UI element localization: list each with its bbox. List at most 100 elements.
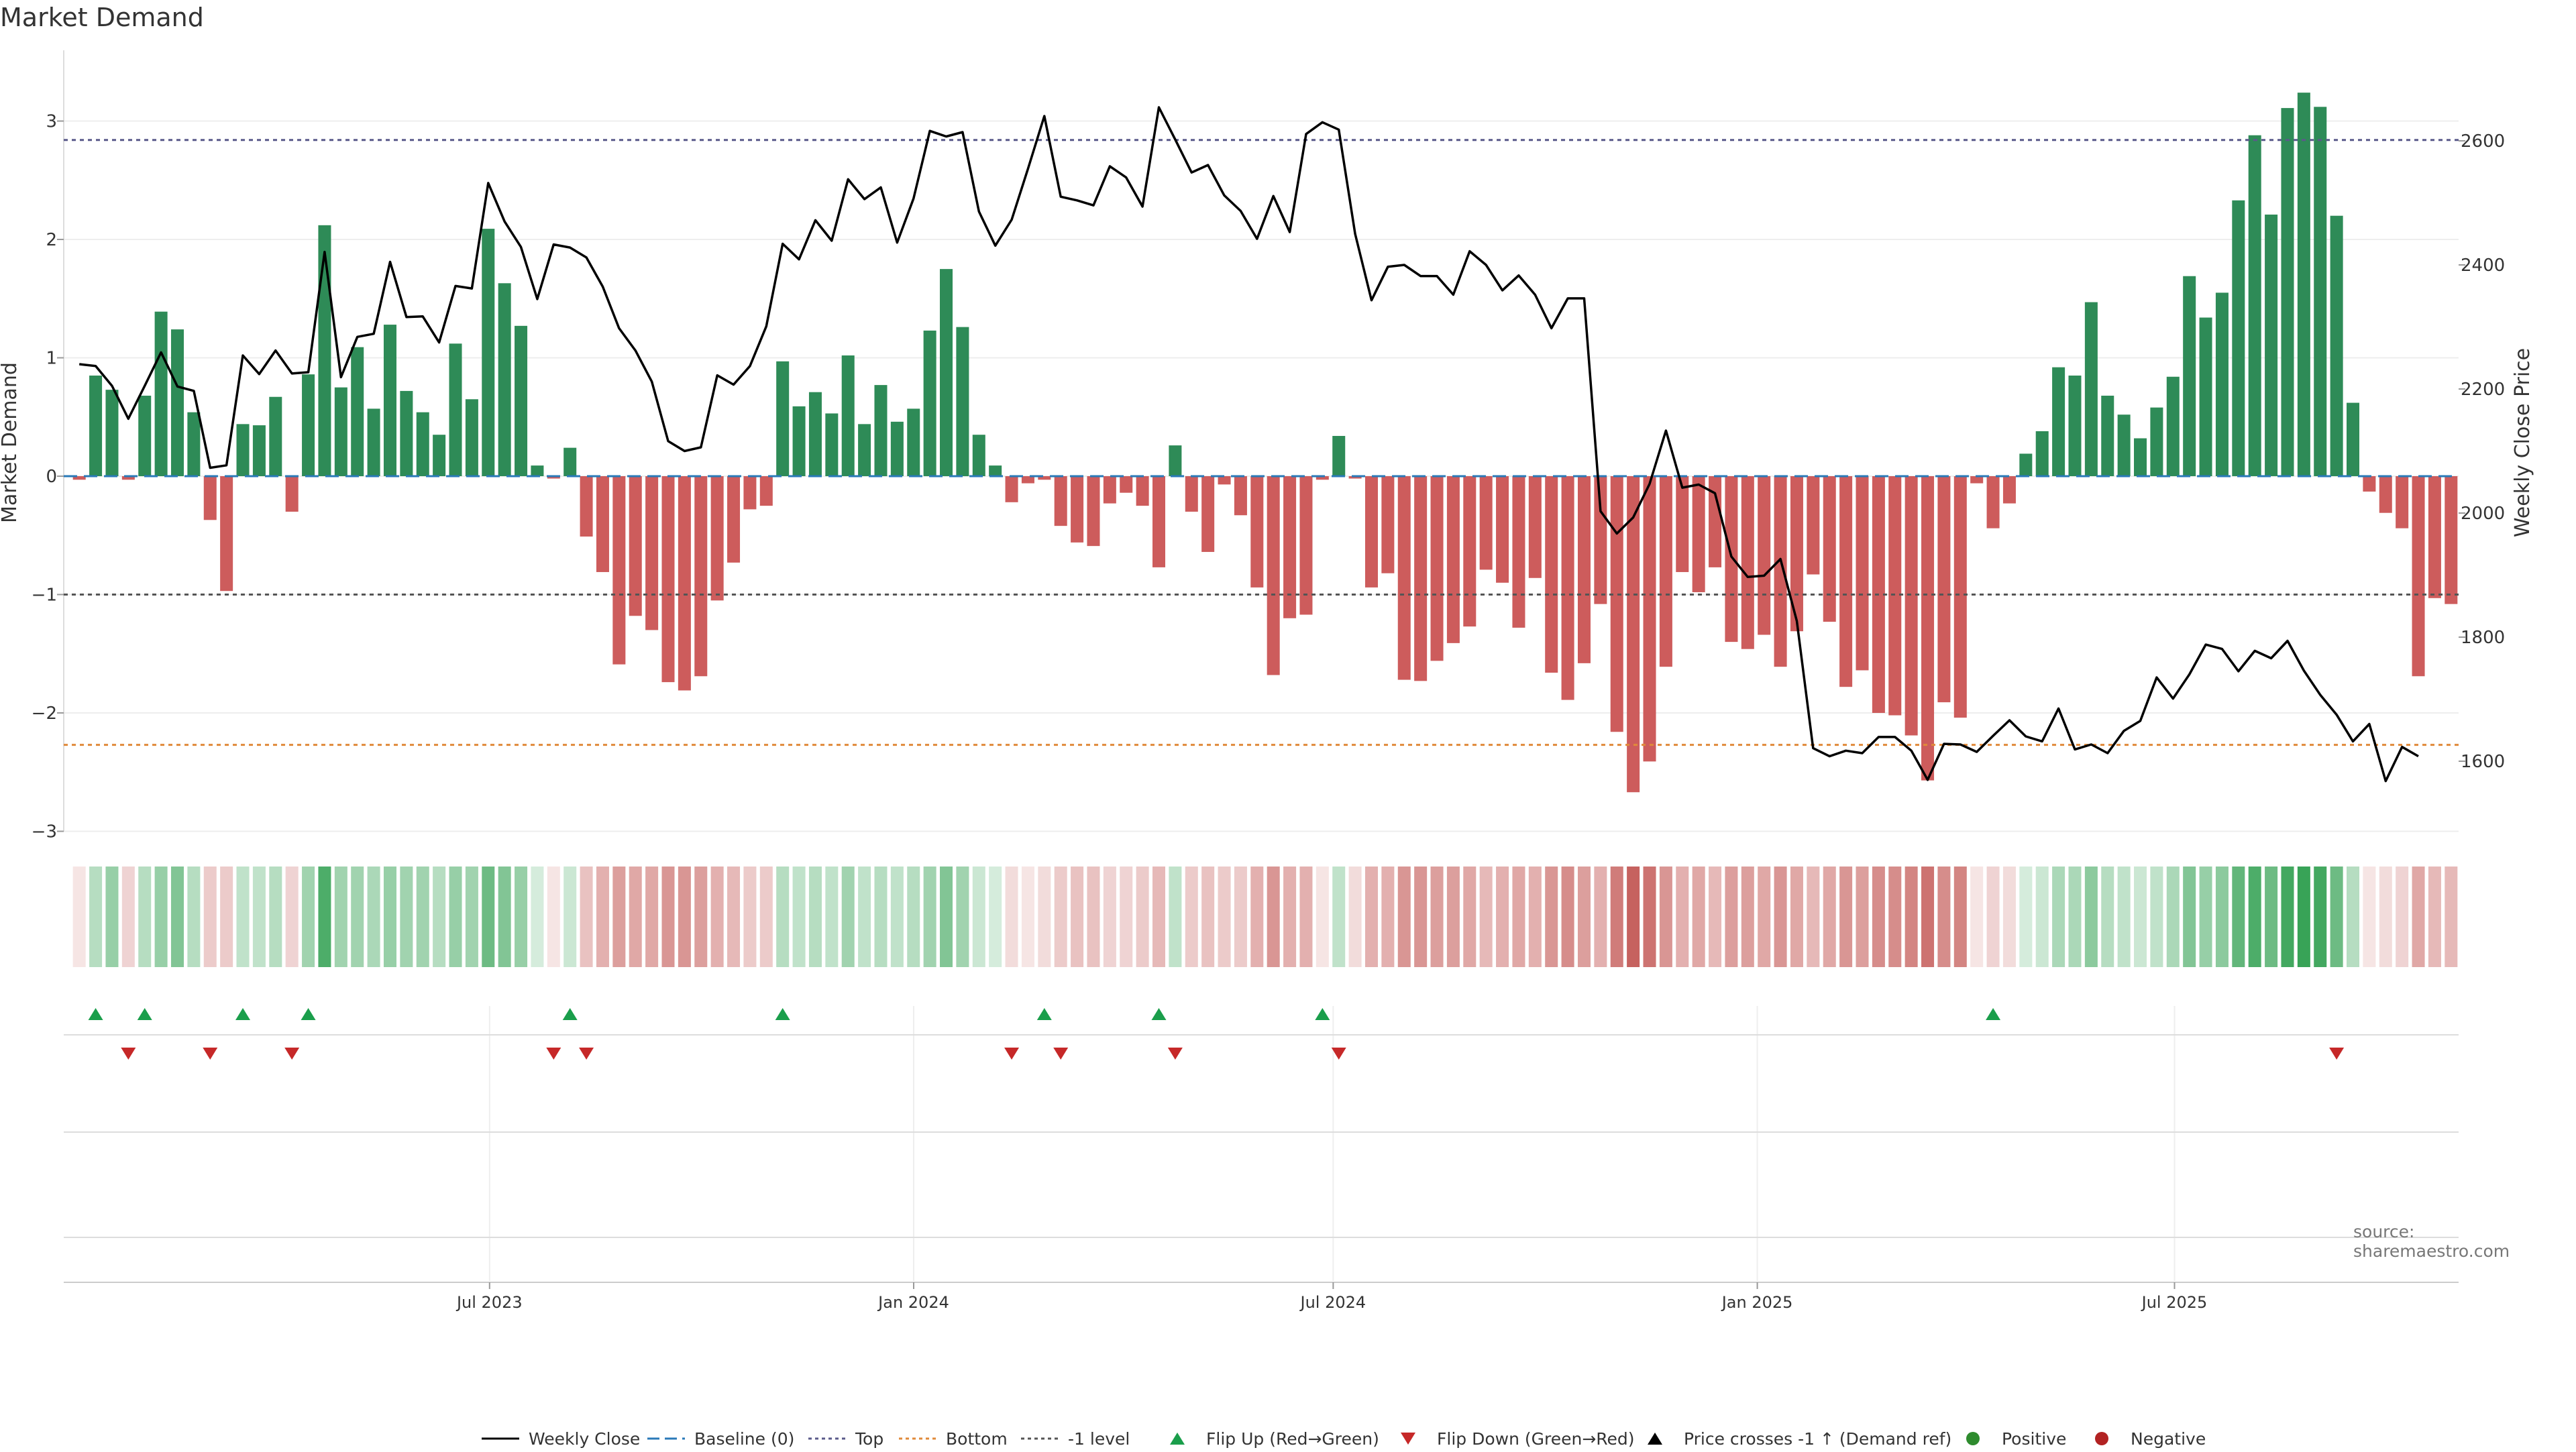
heat-cell [400,867,413,967]
legend-swatch [1170,1433,1185,1445]
demand-bar [1594,476,1607,604]
heat-cell [1856,867,1869,967]
heat-cell [1774,867,1787,967]
flip-up-marker [1036,1008,1052,1020]
heat-cell [1986,867,2000,967]
demand-bar [2232,200,2245,476]
demand-bar [564,447,577,476]
demand-bar [2248,135,2261,476]
heat-cell [1790,867,1803,967]
left-tick-label: 1 [46,349,57,369]
heat-cell [1103,867,1116,967]
demand-bar [1005,476,1018,502]
demand-bar [138,395,152,476]
heat-cell [1561,867,1574,967]
heat-cell [351,867,364,967]
heat-cell [515,867,528,967]
legend-label: Weekly Close [529,1429,640,1449]
heat-cell [449,867,462,967]
demand-bar [2265,214,2278,476]
demand-bar [1496,476,1509,583]
demand-bar [1364,476,1379,588]
demand-bar [1054,476,1067,526]
demand-bar [498,283,511,476]
legend-swatch [1401,1433,1415,1445]
demand-bar [645,476,659,630]
demand-bar [367,408,380,476]
flip-down-marker [1167,1048,1183,1060]
heat-cell [989,867,1002,967]
heat-cell [1594,867,1607,967]
demand-bar [776,361,790,476]
demand-bar [1267,476,1280,675]
demand-bar [170,329,184,476]
heat-cell [661,867,675,967]
demand-bar [1627,476,1640,793]
demand-bar [661,476,675,683]
demand-bar [727,476,741,563]
legend-item-positive: Positive [1966,1429,2066,1449]
heat-cell [498,867,511,967]
heat-cell [2265,867,2278,967]
demand-bar [1381,476,1395,573]
heat-cell [2215,867,2229,967]
heat-cell [203,867,217,967]
heat-cell [841,867,855,967]
demand-bar [2052,367,2065,476]
demand-bar [1921,476,1935,781]
heat-cell [1758,867,1771,967]
heat-cell [1528,867,1542,967]
heat-cell [220,867,233,967]
flip-down-marker [2329,1048,2345,1060]
heat-cell [1937,867,1951,967]
heat-cell [252,867,266,967]
heat-cell [2117,867,2131,967]
demand-bar [2363,476,2376,492]
legend-swatch [1966,1432,1980,1445]
heat-cell [2183,867,2196,967]
legend-label: -1 level [1068,1429,1130,1449]
heat-cell [154,867,168,967]
demand-bar [972,435,985,476]
heat-cell [1496,867,1509,967]
demand-bar [2117,414,2131,476]
demand-bar [1299,476,1313,615]
heat-cell [2330,867,2343,967]
flip-up-marker [235,1008,251,1020]
heat-cell [2297,867,2310,967]
heat-cell [564,867,577,967]
heat-cell [170,867,184,967]
heat-cell [743,867,757,967]
demand-bar [252,425,266,476]
flip-up-marker [301,1008,316,1020]
demand-bar [236,424,250,476]
demand-bar [1446,476,1460,643]
heat-cell [2232,867,2245,967]
demand-bar [2183,276,2196,476]
left-tick-label: 2 [46,230,57,250]
demand-bar [1725,476,1738,643]
demand-bar [531,465,544,476]
heat-cell [1709,867,1722,967]
heat-cell [825,867,839,967]
flip-up-marker [1151,1008,1167,1020]
flip-down-marker [546,1048,561,1060]
heat-cell [367,867,380,967]
heat-cell [1120,867,1133,967]
heat-cell [2002,867,2016,967]
right-tick-label: 2200 [2461,380,2505,400]
heat-cell [923,867,936,967]
heat-cell [1479,867,1493,967]
demand-bar [2068,375,2082,476]
demand-bar [482,229,495,476]
legend-label: Positive [2002,1429,2066,1449]
heat-cell [1577,867,1591,967]
demand-bar [1545,476,1558,673]
demand-bar [1953,476,1967,718]
heat-cell [465,867,478,967]
heat-cell [694,867,708,967]
heat-cell [2052,867,2065,967]
heat-cell [383,867,396,967]
demand-bar [547,476,560,479]
demand-bar [989,465,1002,476]
